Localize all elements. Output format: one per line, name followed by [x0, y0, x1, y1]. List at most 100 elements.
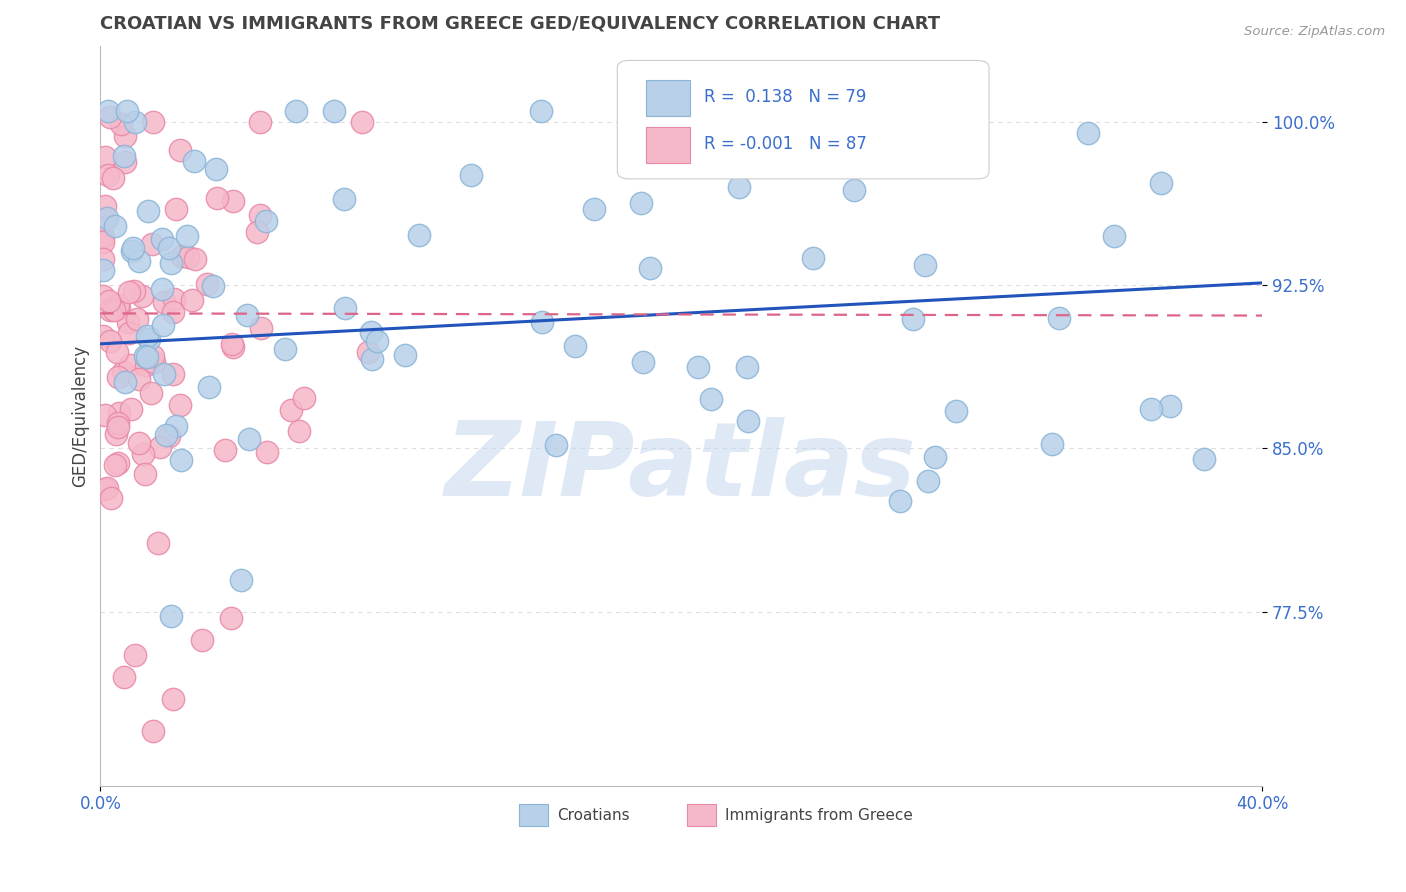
Point — [207, 191, 229, 205]
Point — [146, 536, 169, 550]
Point — [360, 326, 382, 340]
Point — [564, 339, 586, 353]
Point — [142, 115, 165, 129]
Point — [135, 328, 157, 343]
Point — [728, 180, 751, 194]
Point — [889, 493, 911, 508]
Point — [150, 232, 173, 246]
Point — [128, 253, 150, 268]
Point — [132, 446, 155, 460]
Point — [214, 443, 236, 458]
Point — [643, 124, 665, 138]
Text: Croatians: Croatians — [557, 808, 630, 822]
Point — [688, 360, 710, 375]
Point — [107, 298, 129, 312]
Point — [120, 358, 142, 372]
Point — [110, 117, 132, 131]
Point — [274, 343, 297, 357]
Point — [901, 312, 924, 326]
Point — [361, 352, 384, 367]
Bar — [647, 127, 690, 162]
Point — [136, 203, 159, 218]
Point — [142, 349, 165, 363]
Point — [94, 408, 117, 422]
Text: Source: ZipAtlas.com: Source: ZipAtlas.com — [1244, 25, 1385, 38]
Point — [323, 103, 346, 118]
Point — [1140, 401, 1163, 416]
Point — [350, 115, 373, 129]
Point — [460, 168, 482, 182]
Point — [143, 355, 166, 369]
Point — [530, 103, 553, 118]
Point — [546, 438, 568, 452]
Point — [91, 262, 114, 277]
Point — [169, 144, 191, 158]
Point — [177, 250, 200, 264]
Point — [924, 450, 946, 465]
Point — [162, 367, 184, 381]
Point — [170, 453, 193, 467]
Point — [945, 151, 967, 165]
Point — [134, 349, 156, 363]
Point — [98, 302, 121, 317]
Point — [128, 436, 150, 450]
Point — [149, 441, 172, 455]
Point — [238, 433, 260, 447]
Point — [221, 336, 243, 351]
Point — [117, 315, 139, 329]
Point — [139, 385, 162, 400]
Point — [205, 162, 228, 177]
Point — [96, 481, 118, 495]
Point — [114, 375, 136, 389]
Point — [136, 351, 159, 365]
Point — [169, 398, 191, 412]
Point — [104, 458, 127, 472]
Point — [93, 482, 115, 496]
Point — [700, 392, 723, 406]
Point — [678, 103, 700, 118]
Point — [91, 230, 114, 244]
Point — [803, 251, 825, 265]
Point — [103, 302, 125, 317]
Point — [333, 301, 356, 315]
Point — [357, 344, 380, 359]
Text: ZIPatlas: ZIPatlas — [446, 417, 917, 518]
Bar — [519, 805, 547, 826]
Point — [91, 329, 114, 343]
Point — [1159, 399, 1181, 413]
Point — [1077, 126, 1099, 140]
Point — [180, 293, 202, 307]
Point — [249, 321, 271, 335]
Point — [152, 318, 174, 333]
Point — [1192, 452, 1215, 467]
Text: R =  0.138   N = 79: R = 0.138 N = 79 — [704, 88, 868, 106]
Point — [105, 345, 128, 359]
Point — [108, 301, 131, 316]
Point — [160, 609, 183, 624]
Point — [125, 312, 148, 326]
Point — [245, 225, 267, 239]
Point — [583, 202, 606, 216]
Point — [366, 334, 388, 349]
Point — [98, 294, 121, 309]
FancyBboxPatch shape — [617, 61, 988, 179]
Point — [97, 168, 120, 182]
Point — [256, 444, 278, 458]
Point — [184, 252, 207, 267]
Point — [280, 403, 302, 417]
Point — [97, 103, 120, 118]
Point — [630, 196, 652, 211]
Point — [903, 141, 925, 155]
Point — [530, 315, 553, 329]
Point — [176, 229, 198, 244]
Point — [155, 428, 177, 442]
Point — [107, 416, 129, 430]
Text: CROATIAN VS IMMIGRANTS FROM GREECE GED/EQUIVALENCY CORRELATION CHART: CROATIAN VS IMMIGRANTS FROM GREECE GED/E… — [100, 15, 941, 33]
Point — [114, 129, 136, 144]
Point — [111, 365, 134, 379]
Bar — [647, 80, 690, 116]
Point — [105, 426, 128, 441]
Point — [96, 211, 118, 226]
Point — [1047, 310, 1070, 325]
Point — [201, 279, 224, 293]
